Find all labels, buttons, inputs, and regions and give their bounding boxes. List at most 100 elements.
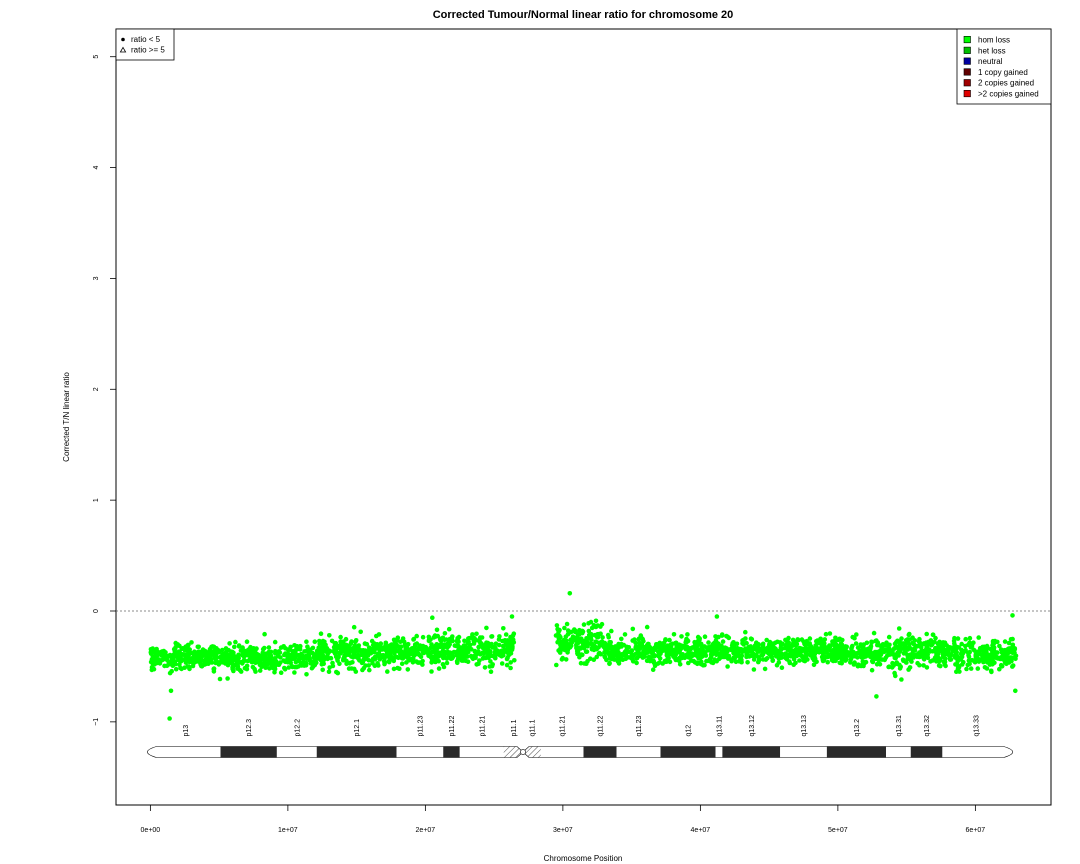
data-point: [824, 648, 830, 653]
data-point: [726, 653, 732, 659]
data-point: [414, 633, 420, 639]
data-point: [695, 634, 701, 640]
data-point: [835, 637, 841, 643]
data-point: [356, 652, 361, 658]
data-point: [893, 673, 898, 679]
data-point: [246, 647, 251, 653]
data-point: [488, 669, 494, 674]
data-point: [783, 644, 789, 649]
data-point: [447, 636, 453, 642]
data-point: [440, 635, 446, 641]
data-point: [646, 654, 652, 660]
data-point: [669, 648, 674, 653]
data-point: [253, 660, 258, 666]
data-point: [857, 648, 863, 654]
data-point: [272, 656, 278, 661]
legend-marker-circle: [121, 37, 125, 42]
data-point: [921, 663, 926, 668]
data-point: [883, 655, 888, 661]
data-point: [497, 649, 503, 654]
data-point: [852, 635, 857, 641]
data-point: [980, 653, 985, 659]
data-point: [493, 641, 499, 646]
data-point: [155, 660, 160, 666]
data-point: [591, 657, 597, 662]
data-point: [967, 649, 972, 655]
data-point: [195, 644, 201, 650]
data-point: [289, 652, 294, 657]
data-point: [779, 665, 785, 670]
data-point: [711, 641, 716, 646]
data-point: [330, 660, 335, 666]
data-point: [686, 655, 691, 660]
y-axis-label: Corrected T/N linear ratio: [62, 372, 71, 462]
data-point: [919, 652, 925, 657]
data-point: [272, 661, 278, 666]
data-point: [250, 664, 256, 670]
data-point: [868, 643, 874, 649]
data-point: [314, 660, 319, 665]
data-point: [489, 634, 494, 639]
legend-swatch: [963, 57, 971, 65]
data-point: [149, 657, 155, 662]
data-point: [584, 661, 589, 666]
data-point: [405, 641, 411, 647]
data-point: [168, 660, 173, 666]
data-point: [995, 639, 1000, 645]
data-point: [892, 655, 898, 661]
data-point: [895, 661, 900, 667]
data-point: [389, 646, 394, 652]
data-point: [741, 642, 746, 647]
data-point: [637, 640, 642, 646]
data-point: [403, 649, 409, 654]
data-point: [415, 651, 421, 657]
data-point: [420, 662, 425, 667]
data-point: [636, 636, 642, 641]
data-point: [192, 653, 198, 659]
data-point: [242, 665, 248, 671]
data-point: [744, 654, 749, 660]
data-point: [998, 662, 1004, 668]
data-point-outlier: [567, 591, 573, 596]
y-tick-label: 1: [93, 498, 100, 502]
data-point: [554, 623, 560, 628]
data-point: [574, 644, 579, 649]
data-point: [486, 655, 492, 660]
data-point: [1006, 640, 1012, 646]
data-point: [193, 659, 198, 665]
data-point: [319, 662, 325, 667]
data-point: [335, 658, 340, 663]
data-point: [843, 644, 848, 649]
data-point: [864, 647, 870, 652]
data-point: [267, 658, 273, 663]
data-point: [729, 657, 734, 662]
data-point: [770, 658, 775, 663]
data-point: [982, 665, 988, 670]
data-point: [890, 652, 895, 657]
data-point: [232, 644, 237, 650]
data-point: [469, 647, 474, 652]
data-point: [976, 635, 981, 640]
data-point: [593, 639, 599, 644]
data-point: [630, 626, 636, 632]
data-point: [870, 659, 876, 665]
data-point: [366, 658, 372, 663]
data-point: [210, 644, 215, 649]
legend-label: hom loss: [978, 36, 1010, 45]
data-point: [389, 642, 394, 647]
data-point: [993, 654, 999, 660]
data-point: [436, 666, 442, 671]
data-point: [622, 632, 628, 637]
data-point: [567, 629, 572, 635]
data-point: [236, 655, 241, 661]
data-point: [461, 657, 467, 662]
data-point: [924, 665, 930, 670]
data-point: [891, 646, 897, 651]
data-point: [756, 642, 761, 647]
legend-box: [956, 28, 1052, 105]
data-point: [327, 665, 332, 670]
data-point: [819, 639, 824, 645]
data-point: [441, 655, 446, 661]
data-point: [412, 642, 418, 647]
